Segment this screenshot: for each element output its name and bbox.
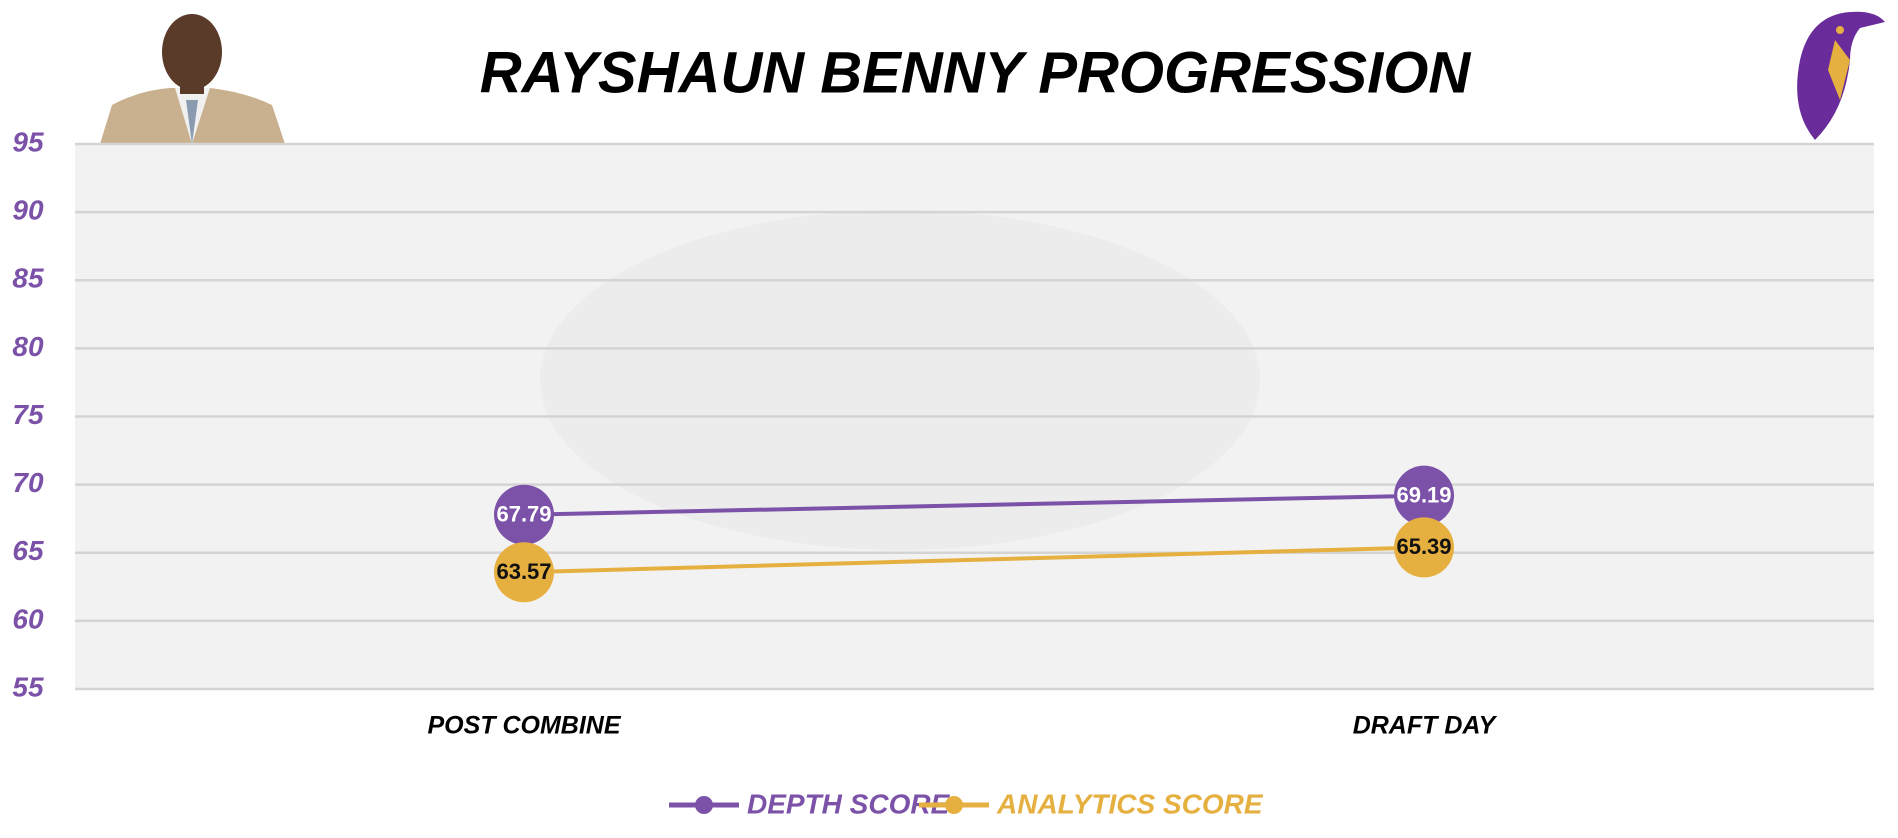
legend-item: ANALYTICS SCORE bbox=[919, 788, 1264, 819]
y-tick-label: 65 bbox=[12, 535, 44, 566]
data-point bbox=[494, 542, 554, 603]
legend-label: ANALYTICS SCORE bbox=[996, 788, 1264, 819]
player-photo bbox=[100, 10, 285, 144]
series-line bbox=[523, 545, 1425, 575]
team-logo bbox=[1797, 11, 1885, 141]
data-label: 67.79 bbox=[496, 502, 551, 527]
chart-title: RAYSHAUN BENNY PROGRESSION bbox=[480, 40, 1472, 105]
x-tick-label: POST COMBINE bbox=[427, 712, 621, 740]
data-label: 69.19 bbox=[1396, 482, 1451, 507]
series-line bbox=[523, 493, 1425, 517]
legend-marker bbox=[695, 796, 713, 814]
data-point bbox=[1394, 517, 1454, 578]
y-tick-label: 90 bbox=[12, 195, 44, 226]
y-tick-label: 70 bbox=[12, 467, 44, 498]
y-tick-label: 75 bbox=[12, 399, 44, 430]
data-label: 63.57 bbox=[496, 559, 551, 584]
y-tick-label: 55 bbox=[12, 671, 44, 702]
y-tick-label: 80 bbox=[12, 331, 44, 362]
legend-label: DEPTH SCORE bbox=[747, 788, 951, 819]
x-tick-label: DRAFT DAY bbox=[1353, 712, 1498, 740]
data-point bbox=[1394, 465, 1454, 526]
watermark bbox=[540, 210, 1260, 550]
y-tick-label: 85 bbox=[12, 263, 44, 294]
data-point bbox=[494, 484, 554, 545]
data-label: 65.39 bbox=[1396, 534, 1451, 559]
y-tick-label: 95 bbox=[12, 126, 44, 157]
legend-item: DEPTH SCORE bbox=[669, 788, 951, 819]
y-tick-label: 60 bbox=[12, 603, 44, 634]
legend-marker bbox=[945, 796, 963, 814]
